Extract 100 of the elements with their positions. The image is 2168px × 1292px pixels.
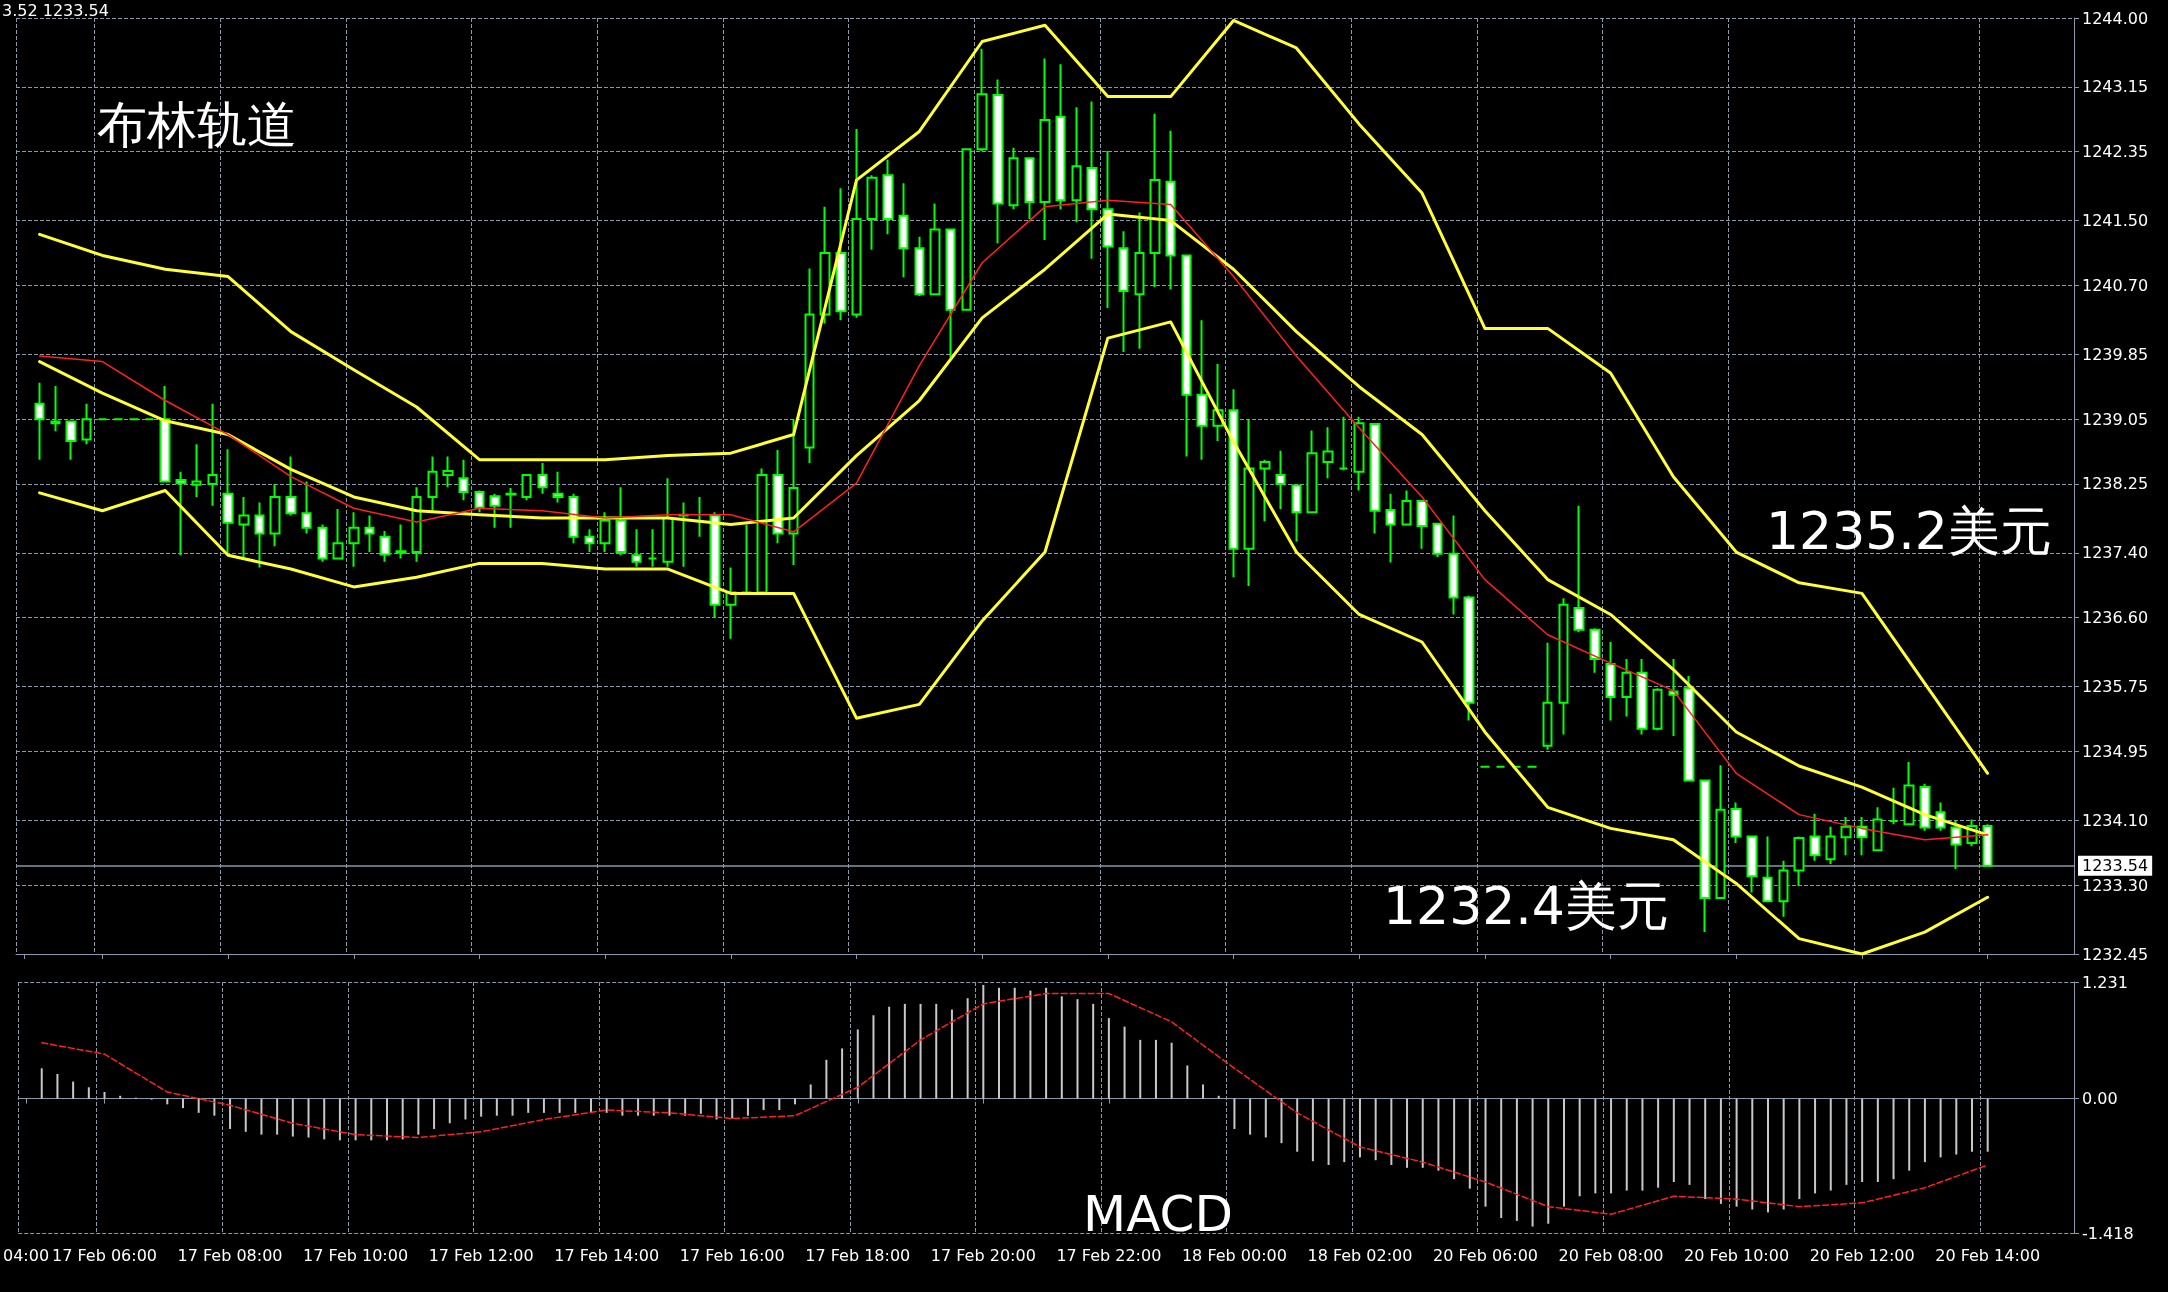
bar bbox=[1123, 1026, 1126, 1099]
x-tick-label: 17 Feb 10:00 bbox=[303, 1245, 409, 1265]
y-tick-label: 1232.45 bbox=[2082, 944, 2149, 964]
candlestick bbox=[1448, 514, 1459, 616]
bar bbox=[1233, 1098, 1236, 1129]
bar bbox=[1719, 1098, 1722, 1204]
bar bbox=[1782, 1098, 1785, 1210]
candlestick bbox=[772, 448, 784, 545]
candlestick bbox=[1102, 149, 1114, 310]
bar bbox=[1421, 1098, 1424, 1168]
x-tick-label: 20 Feb 12:00 bbox=[1809, 1245, 1915, 1265]
x-tick-label: 20 Feb 06:00 bbox=[1433, 1245, 1538, 1265]
bar bbox=[1594, 1098, 1597, 1194]
candlestick bbox=[1118, 230, 1129, 353]
bar bbox=[417, 1098, 420, 1135]
candlestick bbox=[1353, 415, 1365, 492]
bar bbox=[778, 1098, 781, 1111]
bar bbox=[1751, 1098, 1754, 1210]
bar bbox=[276, 1098, 279, 1135]
candlestick bbox=[662, 477, 674, 568]
candlestick bbox=[1369, 423, 1381, 535]
candlestick bbox=[725, 566, 737, 640]
candlestick bbox=[615, 486, 627, 557]
candlestick bbox=[411, 486, 422, 563]
candlestick bbox=[442, 455, 454, 489]
candlestick bbox=[1463, 594, 1475, 722]
annotation: 1235.2美元 bbox=[1766, 501, 2052, 561]
candlestick bbox=[379, 529, 391, 563]
text: MACD bbox=[1083, 1185, 1233, 1243]
candlestick bbox=[1605, 641, 1616, 722]
bar bbox=[1861, 1098, 1864, 1183]
y-tick-label: 1238.25 bbox=[2082, 474, 2149, 494]
bar bbox=[1217, 1095, 1220, 1099]
bar bbox=[495, 1098, 498, 1116]
bar bbox=[982, 984, 985, 1099]
y-tick-label: 1240.70 bbox=[2082, 275, 2149, 295]
candlestick bbox=[1840, 816, 1852, 857]
candlestick bbox=[1149, 112, 1161, 289]
bar bbox=[1908, 1098, 1911, 1171]
candlestick bbox=[835, 187, 847, 322]
candlestick bbox=[65, 420, 77, 461]
bar bbox=[1311, 1098, 1314, 1162]
candlestick bbox=[1039, 57, 1051, 242]
candlestick bbox=[175, 470, 187, 557]
candlestick bbox=[521, 474, 532, 502]
bar bbox=[684, 1098, 687, 1116]
bar bbox=[87, 1087, 90, 1099]
bar bbox=[574, 1098, 577, 1113]
candlestick bbox=[1730, 801, 1742, 844]
candlestick bbox=[1950, 820, 1962, 870]
candlestick bbox=[1903, 760, 1915, 826]
x-tick-label: 17 Feb 16:00 bbox=[679, 1245, 785, 1265]
bar bbox=[1970, 1098, 1973, 1152]
bar bbox=[260, 1098, 263, 1135]
text: 布林轨道 bbox=[97, 96, 297, 154]
candlestick bbox=[1071, 106, 1082, 224]
bar bbox=[1390, 1098, 1393, 1165]
bar bbox=[762, 1098, 765, 1111]
bar bbox=[1437, 1098, 1440, 1171]
candlestick bbox=[631, 528, 642, 568]
bar bbox=[1672, 1098, 1675, 1183]
bar bbox=[1154, 1039, 1157, 1099]
bar bbox=[1076, 999, 1079, 1099]
bar bbox=[1578, 1098, 1581, 1197]
y-tick-label: 1242.35 bbox=[2082, 142, 2149, 162]
x-tick-label: 20 Feb 14:00 bbox=[1935, 1245, 2041, 1265]
bar bbox=[1013, 987, 1016, 1099]
candlestick bbox=[1793, 835, 1805, 887]
x-tick-label: 18 Feb 02:00 bbox=[1307, 1245, 1413, 1265]
x-tick-label: 20 Feb 10:00 bbox=[1684, 1245, 1790, 1265]
bar bbox=[448, 1098, 451, 1124]
candlestick bbox=[1401, 489, 1412, 526]
x-tick-label: 17 Feb 22:00 bbox=[1056, 1245, 1162, 1265]
bar bbox=[229, 1098, 232, 1129]
bar bbox=[1029, 990, 1032, 1099]
bar bbox=[1374, 1098, 1377, 1161]
bar bbox=[1892, 1098, 1895, 1180]
y-tick-label: 1233.30 bbox=[2082, 875, 2149, 895]
bar bbox=[40, 1068, 43, 1099]
candlestick bbox=[584, 528, 595, 554]
candlestick bbox=[1024, 157, 1035, 220]
candlestick bbox=[1809, 812, 1821, 862]
y-tick-label: 1236.60 bbox=[2082, 608, 2149, 628]
candlestick bbox=[992, 78, 1004, 245]
candlestick bbox=[1306, 429, 1318, 514]
candlestick bbox=[505, 487, 517, 529]
bar bbox=[1092, 1003, 1095, 1099]
candlestick bbox=[866, 174, 878, 251]
candlestick bbox=[756, 467, 768, 594]
bar bbox=[197, 1098, 200, 1113]
bar bbox=[1406, 1098, 1409, 1168]
y-tick-label: 0.00 bbox=[2082, 1089, 2118, 1109]
bar bbox=[637, 1098, 640, 1116]
bar bbox=[307, 1098, 310, 1138]
bar bbox=[401, 1098, 404, 1140]
candlestick bbox=[1919, 782, 1931, 832]
bar bbox=[527, 1098, 530, 1113]
bar bbox=[1547, 1098, 1550, 1224]
candlestick bbox=[269, 482, 281, 548]
bar bbox=[1045, 987, 1048, 1099]
